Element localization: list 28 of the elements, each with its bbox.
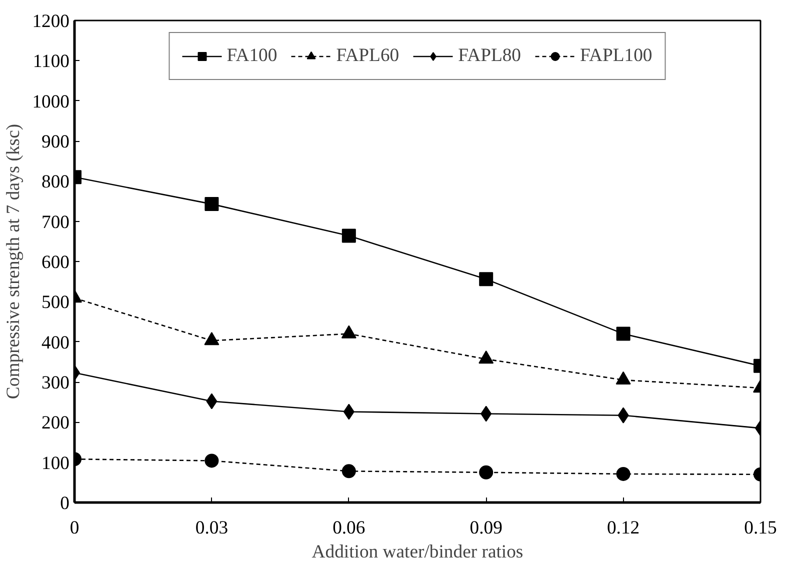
- y-tick-label: 500: [42, 292, 70, 314]
- y-tick-label: 1100: [32, 51, 70, 72]
- y-tick-label: 200: [42, 412, 70, 434]
- y-axis-title: Compressive strength at 7 days (ksc): [3, 124, 24, 400]
- x-tick-label: 0.12: [606, 518, 640, 538]
- x-tick-label: 0.06: [332, 518, 366, 538]
- point: [479, 465, 494, 480]
- y-tick-label: 1200: [32, 11, 70, 32]
- legend-label: FA100: [226, 45, 278, 67]
- y-tick-label: 400: [42, 332, 70, 354]
- y-tick-label: 100: [42, 452, 70, 474]
- point: [342, 228, 356, 243]
- y-tick-label: 300: [42, 372, 70, 394]
- y-tick-label: 900: [42, 132, 70, 152]
- point: [479, 272, 494, 286]
- x-axis-title: Addition water/binder ratios: [312, 542, 524, 562]
- y-tick-label: 0: [60, 493, 70, 514]
- legend-label: FAPL100: [580, 45, 652, 67]
- x-tick-label: 0.09: [470, 518, 502, 538]
- legend-label: FAPL80: [458, 45, 522, 67]
- x-tick-label: 0.15: [744, 518, 777, 538]
- point: [342, 464, 356, 478]
- y-tick-label: 700: [42, 212, 70, 233]
- y-tick-label: 800: [42, 172, 70, 193]
- y-tick-label: 1000: [32, 91, 70, 112]
- x-tick-label: 0.03: [195, 518, 228, 538]
- legend-label: FAPL60: [336, 45, 400, 67]
- y-tick-label: 600: [42, 252, 70, 273]
